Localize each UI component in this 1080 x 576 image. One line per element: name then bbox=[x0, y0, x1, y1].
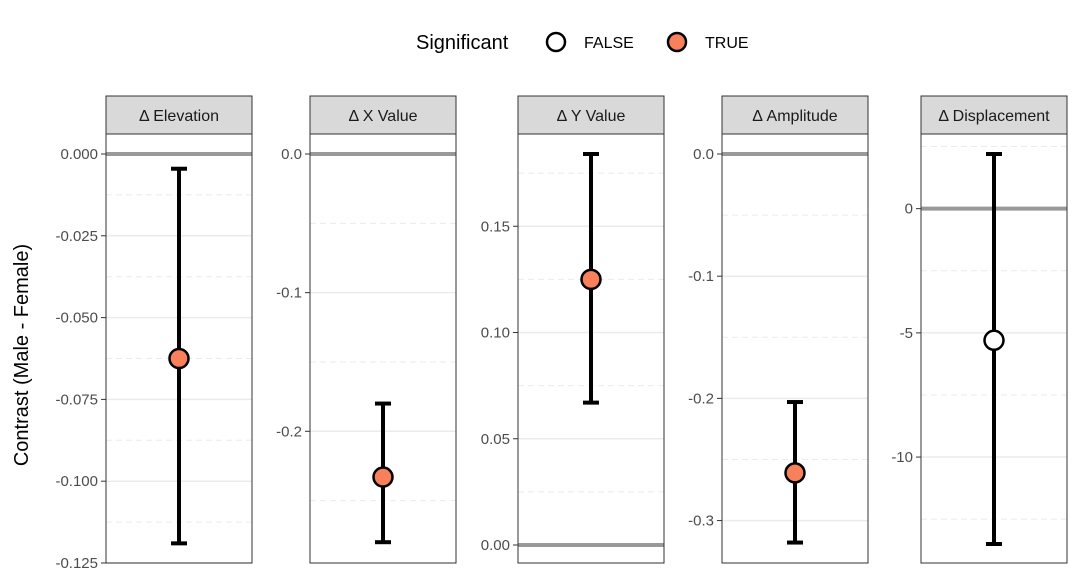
legend: Significant FALSE TRUE bbox=[416, 31, 749, 54]
y-tick-label: -0.125 bbox=[55, 555, 98, 572]
facet-3: Δ Amplitude 0.0 -0.1 -0.2 -0.3 bbox=[688, 95, 869, 564]
facet-4: Δ Displacement 0 -5 -10 bbox=[891, 95, 1068, 564]
facets: Δ Elevation0.000-0.025-0.050-0.075-0.100… bbox=[55, 95, 1068, 572]
y-tick-label: -0.050 bbox=[55, 310, 98, 327]
y-tick-label: -5 bbox=[900, 325, 913, 342]
estimate-point bbox=[168, 347, 190, 370]
facet-strip-label: Δ X Value bbox=[348, 108, 417, 125]
legend-key-true bbox=[666, 31, 688, 53]
y-tick-label: 0.15 bbox=[481, 218, 510, 235]
y-tick-label: 0.05 bbox=[481, 431, 510, 448]
facet-panel-border bbox=[721, 133, 869, 564]
y-axis-label: Contrast (Male - Female) bbox=[11, 244, 33, 466]
facet-strip-label: Δ Displacement bbox=[938, 108, 1050, 125]
y-tick-label: 0.10 bbox=[481, 325, 510, 342]
facet-strip-label: Δ Elevation bbox=[139, 108, 219, 125]
facet-strip bbox=[517, 95, 665, 135]
y-tick-label: 0.0 bbox=[693, 146, 714, 163]
facet-panel-border bbox=[309, 133, 457, 564]
y-tick-label: -0.2 bbox=[688, 390, 714, 407]
facet-strip-label: Δ Amplitude bbox=[752, 108, 838, 125]
y-tick-label: 0 bbox=[905, 201, 913, 218]
facet-2: Δ Y Value 0.00 0.05 0.10 0.15 bbox=[481, 95, 665, 564]
facet-strip bbox=[309, 95, 457, 135]
y-tick-label: 0.000 bbox=[60, 146, 98, 163]
estimate-point bbox=[372, 466, 394, 488]
y-tick-label: 0.00 bbox=[481, 537, 510, 554]
facet-panel-border bbox=[105, 133, 253, 564]
y-tick-label: -0.100 bbox=[55, 473, 98, 490]
facet-strip bbox=[105, 95, 253, 135]
estimate-point bbox=[983, 329, 1005, 352]
facet-strip bbox=[721, 95, 869, 135]
facet-strip-label: Δ Y Value bbox=[557, 108, 626, 125]
y-tick-label: -10 bbox=[891, 449, 913, 466]
y-tick-label: -0.3 bbox=[688, 513, 714, 530]
y-tick-label: -0.1 bbox=[688, 268, 714, 285]
facet-panel-border bbox=[517, 133, 665, 564]
y-tick-label: -0.1 bbox=[276, 285, 302, 302]
y-tick-label: -0.075 bbox=[55, 391, 98, 408]
legend-label-false: FALSE bbox=[584, 35, 634, 52]
facet-1: Δ X Value 0.0 -0.1 -0.2 bbox=[276, 95, 457, 564]
y-tick-label: 0.0 bbox=[281, 146, 302, 163]
estimate-point bbox=[580, 268, 602, 291]
legend-title: Significant bbox=[416, 32, 509, 54]
facet-strip bbox=[920, 95, 1068, 135]
legend-label-true: TRUE bbox=[705, 35, 749, 52]
y-tick-label: -0.2 bbox=[276, 423, 302, 440]
facet-0: Δ Elevation 0.000 -0.025 -0.050 -0.075 -0.100… bbox=[55, 95, 253, 572]
legend-key-false bbox=[545, 31, 567, 53]
facet-panel-border bbox=[920, 133, 1068, 564]
y-tick-label: -0.025 bbox=[55, 228, 98, 245]
estimate-point bbox=[784, 462, 806, 484]
